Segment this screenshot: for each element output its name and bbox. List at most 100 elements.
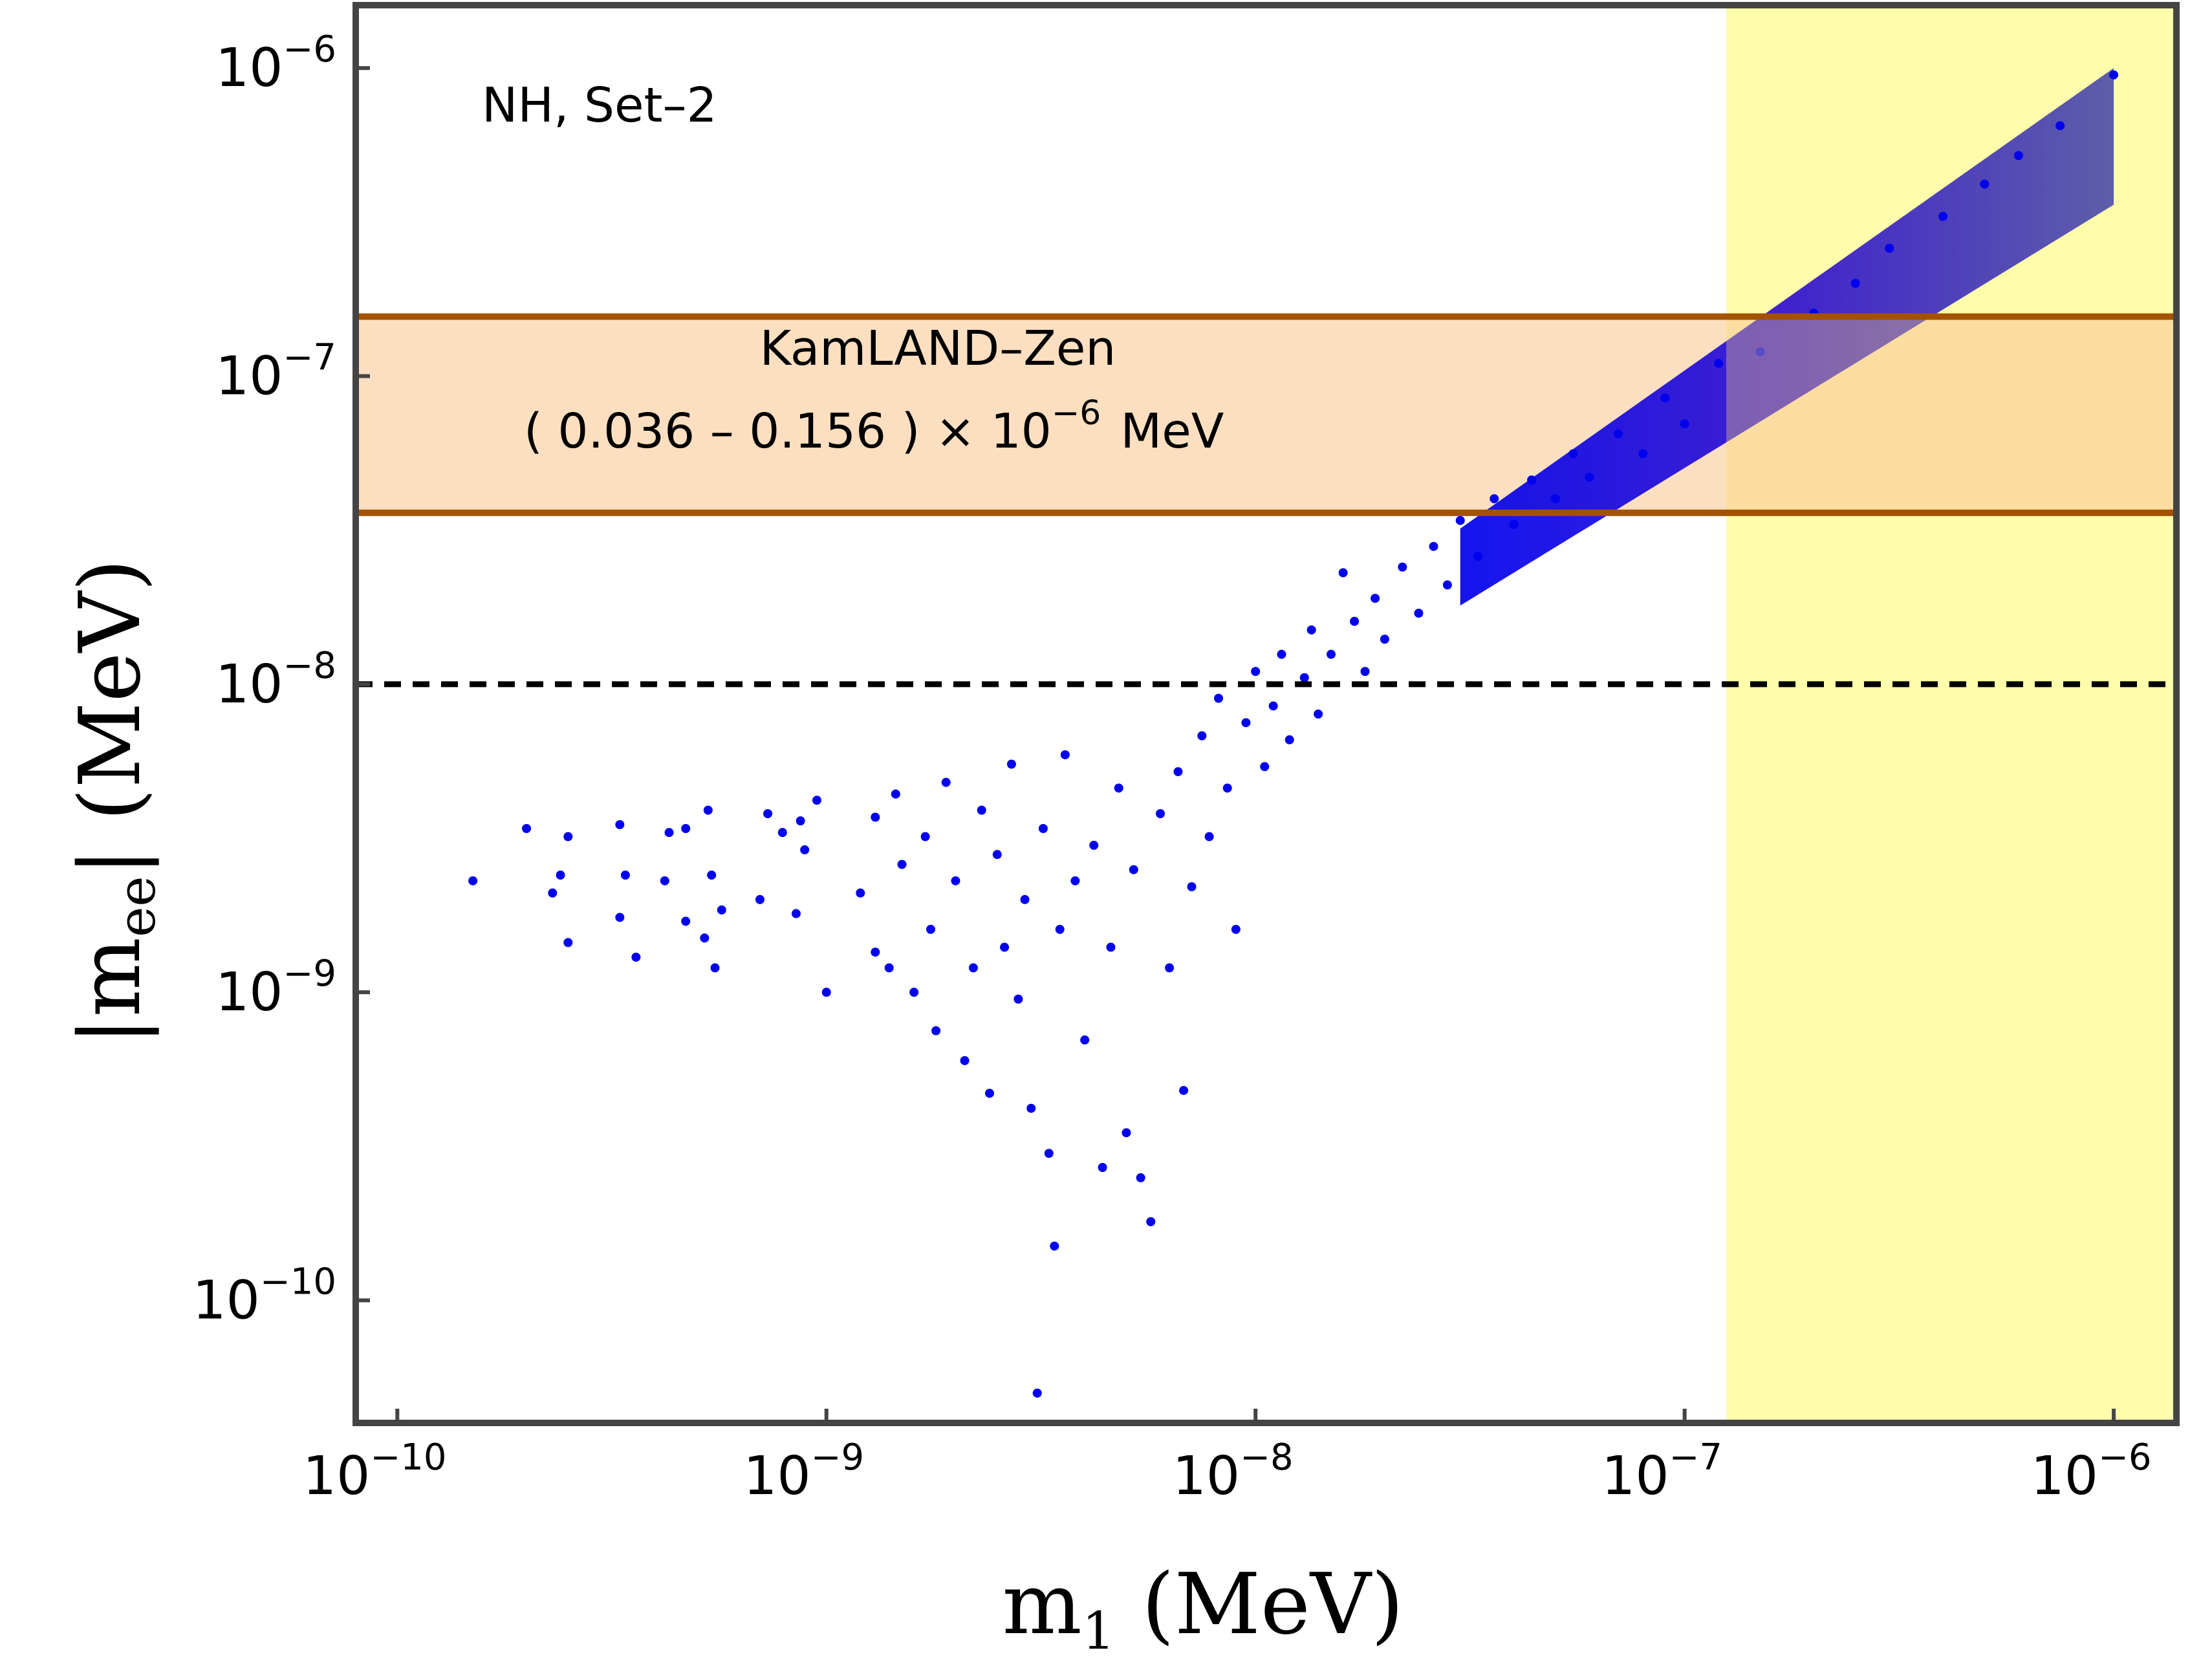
data-point [926, 924, 935, 934]
y-axis-title: |mee| (MeV) [61, 559, 167, 1045]
data-point [1050, 1241, 1059, 1251]
data-point [1070, 876, 1080, 885]
data-point [1850, 279, 1860, 288]
data-point [1755, 347, 1765, 356]
data-point [992, 850, 1002, 860]
data-point [1089, 840, 1099, 850]
data-point [1429, 541, 1438, 551]
data-point [1000, 942, 1010, 952]
data-point [1251, 667, 1261, 677]
data-point [1660, 393, 1670, 403]
data-point [977, 805, 986, 815]
data-point [1680, 419, 1689, 429]
data-point [548, 888, 558, 898]
data-point [1204, 832, 1214, 841]
data-point [563, 938, 573, 948]
data-point [1307, 625, 1316, 634]
data-point [1455, 515, 1465, 525]
data-point [1222, 783, 1232, 793]
data-point [1277, 649, 1286, 659]
data-point [1585, 472, 1594, 482]
x-axis-title: m1 (MeV) [1003, 1555, 1404, 1659]
data-point [1197, 731, 1207, 741]
data-point [800, 845, 810, 854]
data-point [1613, 429, 1623, 439]
data-point [2109, 70, 2119, 80]
data-point [2055, 121, 2065, 131]
data-point [1060, 750, 1070, 759]
data-point [1509, 519, 1519, 529]
data-point [1371, 594, 1380, 603]
data-point [1398, 562, 1407, 572]
data-point [1026, 1103, 1036, 1113]
y-tick-label: 10−10 [192, 1261, 336, 1331]
data-point [1442, 580, 1452, 590]
data-point [897, 860, 907, 869]
data-point [1268, 701, 1278, 711]
data-point [931, 1026, 941, 1036]
data-point [1032, 1388, 1042, 1398]
data-point [660, 876, 669, 885]
data-point [681, 916, 691, 926]
data-point [1885, 243, 1894, 253]
data-point [1014, 994, 1023, 1004]
kamland-range-unit: MeV [1120, 404, 1224, 459]
data-point [1080, 1035, 1090, 1045]
data-point [1338, 568, 1348, 578]
data-point [1187, 882, 1197, 892]
data-point [1473, 552, 1483, 561]
data-point [2013, 151, 2023, 160]
data-point [1490, 494, 1499, 504]
data-point [1360, 667, 1370, 677]
annotation-label: NH, Set–2 [482, 78, 717, 133]
x-tick-label: 10−7 [1601, 1437, 1722, 1507]
data-point [1350, 616, 1360, 626]
data-point [1380, 634, 1389, 644]
data-point [1938, 211, 1948, 221]
data-point [615, 820, 625, 830]
data-point [703, 805, 713, 815]
data-point [856, 888, 865, 898]
data-point [1550, 494, 1560, 504]
data-point [1114, 783, 1123, 793]
y-tick-label: 10−8 [215, 645, 336, 715]
data-point [755, 895, 764, 904]
excluded-region-overlay [1726, 316, 2176, 513]
data-point [909, 988, 919, 997]
x-tick-label: 10−10 [303, 1437, 447, 1507]
kamland-range-text: ( 0.036 – 0.156 ) × 10 [524, 404, 1052, 459]
x-tick-label: 10−6 [2031, 1437, 2152, 1507]
data-point [951, 876, 960, 885]
data-point [968, 963, 978, 973]
data-point [941, 777, 951, 787]
data-point [763, 808, 773, 818]
data-point [710, 963, 720, 973]
data-point [1299, 673, 1309, 682]
data-point [884, 963, 894, 973]
data-point [812, 796, 821, 805]
data-point [1129, 865, 1138, 874]
data-point [1122, 1128, 1131, 1138]
data-point [1179, 1085, 1189, 1095]
data-point [664, 828, 674, 838]
data-point [796, 816, 805, 826]
data-point [1326, 649, 1336, 659]
dense-point-band [1460, 68, 2114, 606]
kamland-label-line1: KamLAND–Zen [760, 321, 1116, 376]
data-point [821, 988, 831, 997]
data-point [1146, 1217, 1156, 1226]
data-point [1044, 1149, 1054, 1158]
y-tick-label: 10−9 [215, 953, 336, 1023]
data-point [1165, 963, 1175, 973]
data-point [1231, 924, 1241, 934]
data-point [984, 1089, 994, 1098]
data-point [717, 905, 726, 915]
data-point [631, 952, 641, 962]
plot-area [352, 2, 2180, 1426]
data-point [1980, 179, 1990, 189]
data-point [1314, 710, 1323, 719]
data-point [707, 871, 717, 880]
data-point [1285, 735, 1294, 744]
data-point [1098, 1162, 1107, 1172]
data-point [522, 824, 532, 834]
